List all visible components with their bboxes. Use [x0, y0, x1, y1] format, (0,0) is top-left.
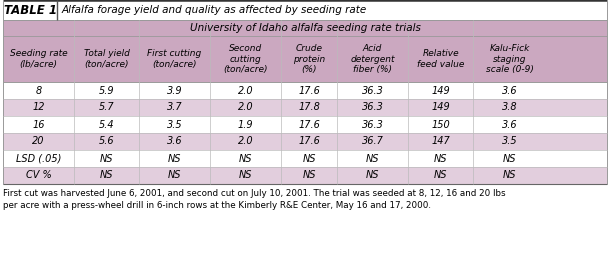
Text: NS: NS	[366, 171, 379, 181]
Text: 3.9: 3.9	[167, 85, 182, 96]
Text: 5.9: 5.9	[99, 85, 115, 96]
Bar	[3, 99, 607, 116]
Text: 3.5: 3.5	[167, 119, 182, 129]
Text: 2.0: 2.0	[238, 85, 254, 96]
Text: 3.6: 3.6	[502, 85, 517, 96]
Text: Crude
protein
(%): Crude protein (%)	[293, 44, 325, 74]
Text: 17.8: 17.8	[298, 102, 320, 112]
Bar	[3, 36, 607, 82]
Text: Second
cutting
(ton/acre): Second cutting (ton/acre)	[223, 44, 268, 74]
Text: NS: NS	[503, 154, 517, 163]
Bar	[3, 133, 607, 150]
Text: NS: NS	[434, 171, 447, 181]
Text: 5.7: 5.7	[99, 102, 115, 112]
Bar	[3, 20, 607, 36]
Text: 3.8: 3.8	[502, 102, 517, 112]
Text: 3.7: 3.7	[167, 102, 182, 112]
Text: NS: NS	[239, 171, 253, 181]
Text: First cut was harvested June 6, 2001, and second cut on July 10, 2001. The trial: First cut was harvested June 6, 2001, an…	[3, 189, 506, 210]
Text: 5.4: 5.4	[99, 119, 115, 129]
Text: 36.3: 36.3	[362, 85, 384, 96]
Text: 36.3: 36.3	[362, 119, 384, 129]
Text: 17.6: 17.6	[298, 85, 320, 96]
Text: 149: 149	[431, 102, 450, 112]
Text: CV %: CV %	[26, 171, 51, 181]
Bar	[3, 150, 607, 167]
Bar	[3, 0, 607, 20]
Text: Relative
feed value: Relative feed value	[417, 49, 464, 69]
Text: 3.6: 3.6	[502, 119, 517, 129]
Text: NS: NS	[434, 154, 447, 163]
Text: 2.0: 2.0	[238, 102, 254, 112]
Text: 36.7: 36.7	[362, 137, 384, 146]
Text: 20: 20	[32, 137, 45, 146]
Text: First cutting
(ton/acre): First cutting (ton/acre)	[148, 49, 202, 69]
Text: NS: NS	[100, 171, 113, 181]
Text: NS: NS	[100, 154, 113, 163]
Text: NS: NS	[303, 154, 316, 163]
Text: 3.6: 3.6	[167, 137, 182, 146]
Text: Kalu-Fick
staging
scale (0-9): Kalu-Fick staging scale (0-9)	[486, 44, 534, 74]
Text: 2.0: 2.0	[238, 137, 254, 146]
Text: TABLE 1: TABLE 1	[4, 3, 57, 17]
Text: University of Idaho alfalfa seeding rate trials: University of Idaho alfalfa seeding rate…	[190, 23, 420, 33]
Text: 147: 147	[431, 137, 450, 146]
Text: 149: 149	[431, 85, 450, 96]
Text: 17.6: 17.6	[298, 137, 320, 146]
Text: NS: NS	[168, 171, 181, 181]
Text: 12: 12	[32, 102, 45, 112]
Bar	[3, 167, 607, 184]
Text: Total yield
(ton/acre): Total yield (ton/acre)	[84, 49, 129, 69]
Text: Alfalfa forage yield and quality as affected by seeding rate: Alfalfa forage yield and quality as affe…	[62, 5, 367, 15]
Text: Seeding rate
(lb/acre): Seeding rate (lb/acre)	[10, 49, 68, 69]
Text: NS: NS	[303, 171, 316, 181]
Text: 3.5: 3.5	[502, 137, 517, 146]
Text: 17.6: 17.6	[298, 119, 320, 129]
Text: 5.6: 5.6	[99, 137, 115, 146]
Bar	[3, 116, 607, 133]
Text: 8: 8	[35, 85, 41, 96]
Text: LSD (.05): LSD (.05)	[16, 154, 62, 163]
Text: NS: NS	[239, 154, 253, 163]
Text: 150: 150	[431, 119, 450, 129]
Text: 16: 16	[32, 119, 45, 129]
Text: NS: NS	[366, 154, 379, 163]
Text: 36.3: 36.3	[362, 102, 384, 112]
Text: NS: NS	[168, 154, 181, 163]
Text: Acid
detergent
fiber (%): Acid detergent fiber (%)	[350, 44, 395, 74]
Text: NS: NS	[503, 171, 517, 181]
Text: 1.9: 1.9	[238, 119, 254, 129]
Bar	[3, 82, 607, 99]
